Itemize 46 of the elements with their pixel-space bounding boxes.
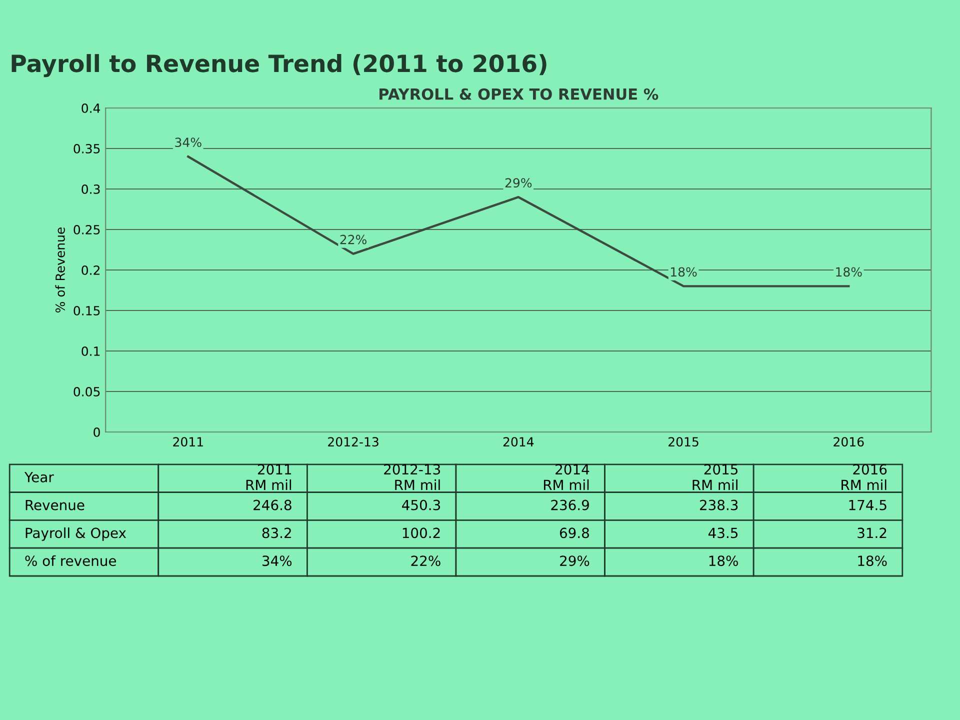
text: 18% — [709, 556, 738, 566]
text: 2016 RM mil — [842, 464, 887, 490]
y-tick-label: 0.1 — [82, 346, 100, 356]
text: 2011 RM mil — [246, 464, 292, 490]
text: 29% — [560, 556, 590, 566]
y-tick-label: 0.15 — [74, 306, 100, 316]
text: Payroll & Opex — [26, 527, 126, 541]
text: Revenue — [26, 500, 84, 510]
text: 22% — [411, 556, 440, 566]
text: 31.2 — [858, 528, 886, 538]
y-tick-label: 0.3 — [82, 184, 100, 194]
text: 100.2 — [402, 528, 440, 538]
data-label: 18% — [671, 267, 697, 277]
text: 450.3 — [402, 500, 440, 510]
text: 236.9 — [551, 500, 589, 510]
text: 2015 RM mil — [692, 464, 738, 490]
text: 2012-13 RM mil — [384, 464, 440, 490]
text: 69.8 — [560, 528, 589, 538]
text: 43.5 — [708, 528, 738, 538]
data-label: 18% — [836, 267, 862, 277]
chart-title: Payroll to Revenue Trend (2011 to 2016) — [12, 54, 546, 78]
y-tick-label: 0.25 — [74, 224, 100, 234]
x-tick-label: 2014 — [503, 437, 534, 447]
y-tick-label: 0.35 — [74, 144, 100, 154]
y-tick-label: 0.05 — [74, 386, 100, 396]
data-label: 22% — [340, 234, 366, 244]
y-tick-label: 0.4 — [82, 103, 100, 113]
x-tick-label: 2016 — [834, 437, 864, 447]
text: 34% — [262, 556, 292, 566]
text: 238.3 — [700, 500, 738, 510]
text: % of revenue — [25, 555, 116, 566]
chart-subtitle: PAYROLL & OPEX TO REVENUE % — [380, 88, 658, 100]
text: 18% — [858, 556, 887, 566]
y-tick-label: 0.2 — [82, 265, 100, 275]
data-label: 29% — [505, 178, 532, 188]
x-tick-label: 2015 — [668, 437, 698, 447]
text: 83.2 — [262, 528, 291, 538]
y-axis-title: % of Revenue — [55, 228, 65, 312]
text: 174.5 — [849, 500, 886, 510]
y-tick-label: 0 — [94, 427, 100, 437]
text: 246.8 — [254, 500, 292, 510]
x-tick-label: 2012-13 — [328, 437, 378, 447]
text: Year — [24, 472, 54, 482]
x-tick-label: 2011 — [173, 437, 203, 447]
text: 2014 RM mil — [544, 464, 590, 490]
data-label: 34% — [175, 138, 202, 148]
